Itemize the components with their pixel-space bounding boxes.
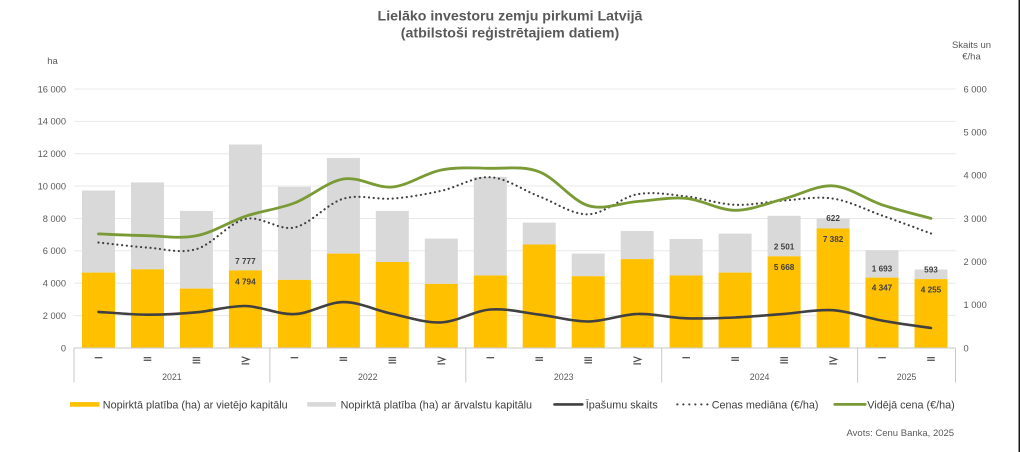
svg-text:14 000: 14 000 [38, 117, 66, 127]
svg-text:4 000: 4 000 [43, 279, 66, 289]
svg-text:6 000: 6 000 [43, 246, 66, 256]
svg-text:2 000: 2 000 [43, 311, 66, 321]
svg-text:Īpašumu skaits: Īpašumu skaits [586, 399, 659, 411]
svg-text:7 777: 7 777 [235, 257, 256, 266]
svg-text:8 000: 8 000 [43, 214, 66, 224]
svg-text:1 693: 1 693 [872, 264, 893, 273]
svg-text:(atbilstoši reģistrētajiem dat: (atbilstoši reģistrētajiem datiem) [401, 25, 620, 41]
svg-text:2021: 2021 [162, 372, 182, 382]
svg-text:593: 593 [924, 266, 938, 275]
svg-text:Skaits un: Skaits un [952, 40, 991, 51]
svg-text:16 000: 16 000 [38, 84, 66, 94]
svg-text:622: 622 [826, 214, 840, 223]
svg-text:2022: 2022 [358, 372, 378, 382]
svg-text:Avots: Cenu Banka, 2025: Avots: Cenu Banka, 2025 [847, 428, 955, 439]
svg-text:2 501: 2 501 [774, 243, 795, 252]
svg-text:3 000: 3 000 [964, 214, 987, 224]
svg-text:10 000: 10 000 [38, 181, 66, 191]
svg-text:4 000: 4 000 [964, 171, 987, 181]
svg-text:5 668: 5 668 [774, 263, 795, 272]
svg-text:0: 0 [964, 343, 969, 353]
svg-text:€/ha: €/ha [962, 52, 981, 63]
svg-text:4 794: 4 794 [235, 277, 256, 286]
svg-text:2024: 2024 [750, 372, 770, 382]
svg-text:Nopirktā platība (ha) ar vietē: Nopirktā platība (ha) ar vietējo kapitāl… [103, 399, 288, 411]
svg-text:2025: 2025 [897, 372, 917, 382]
svg-text:5 000: 5 000 [964, 128, 987, 138]
svg-text:4 347: 4 347 [872, 284, 893, 293]
svg-text:4 255: 4 255 [921, 285, 942, 294]
svg-text:0: 0 [61, 343, 66, 353]
svg-text:Lielāko investoru zemju pirkum: Lielāko investoru zemju pirkumi Latvijā [378, 9, 643, 25]
svg-text:Nopirktā platība (ha) ar ārval: Nopirktā platība (ha) ar ārvalstu kapitā… [341, 399, 532, 411]
svg-text:ha: ha [47, 56, 58, 67]
svg-text:6 000: 6 000 [964, 84, 987, 94]
svg-text:2023: 2023 [554, 372, 574, 382]
svg-text:Cenas mediāna (€/ha): Cenas mediāna (€/ha) [712, 399, 819, 411]
svg-text:7 382: 7 382 [823, 235, 844, 244]
svg-text:Vidējā cena (€/ha): Vidējā cena (€/ha) [867, 399, 954, 411]
svg-text:2 000: 2 000 [964, 257, 987, 267]
svg-text:12 000: 12 000 [38, 149, 66, 159]
svg-text:1 000: 1 000 [964, 300, 987, 310]
